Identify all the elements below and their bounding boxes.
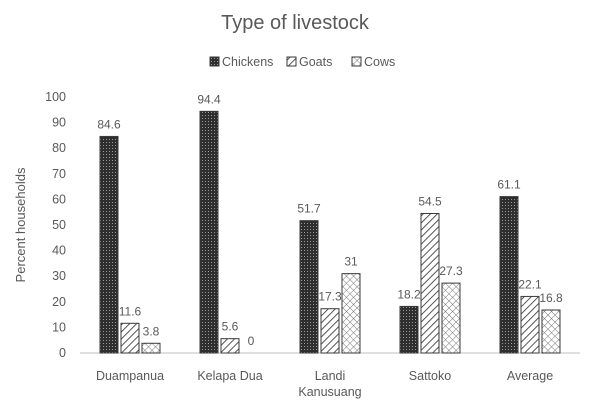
legend-label: Cows: [364, 55, 395, 69]
bar-goats: [420, 212, 440, 354]
bar-chickens: [399, 305, 419, 354]
legend-swatch: [286, 56, 297, 67]
data-label: 0: [248, 334, 255, 348]
data-label: 18.2: [397, 287, 421, 301]
data-labels: 84.6 11.63.8 94.4 5.6 0 51.7 17.3 31 18.2 54.5 27.…: [97, 92, 563, 348]
data-label: 84.6: [97, 117, 121, 131]
bar-chickens: [499, 196, 519, 354]
bar-cows: [341, 273, 361, 354]
y-tick-label: 0: [59, 346, 66, 360]
bars: [99, 110, 561, 354]
legend-label: Chickens: [222, 55, 273, 69]
bar-goats: [220, 338, 240, 354]
bar-cows: [441, 282, 461, 354]
bar-goats: [520, 295, 540, 354]
y-tick-label: 60: [52, 192, 66, 206]
bar-chickens: [99, 135, 119, 354]
legend-swatch: [209, 56, 220, 67]
y-tick-label: 10: [52, 320, 66, 334]
category-label: Duampanua: [96, 369, 164, 383]
data-label: 16.8: [539, 291, 563, 305]
legend-label: Goats: [299, 55, 332, 69]
y-axis-label: Percent households: [13, 167, 28, 282]
data-label: 54.5: [418, 194, 442, 208]
data-label: 22.1: [518, 277, 542, 291]
legend: Chickens Goats Cows: [209, 55, 395, 69]
y-tick-label: 90: [52, 116, 66, 130]
category-label: Kanusuang: [298, 385, 361, 399]
bar-goats: [120, 322, 140, 354]
data-label: 31: [344, 255, 358, 269]
bar-chickens: [199, 110, 219, 354]
y-tick-label: 100: [45, 90, 66, 104]
category-label: Average: [507, 369, 553, 383]
data-label: 3.8: [143, 324, 160, 338]
bar-cows: [541, 309, 561, 354]
bar-chickens: [299, 220, 319, 354]
data-label: 61.1: [497, 178, 521, 192]
legend-swatch: [351, 56, 362, 67]
y-tick-label: 40: [52, 244, 66, 258]
y-tick-label: 20: [52, 295, 66, 309]
category-label: Landi: [315, 369, 346, 383]
data-label: 51.7: [297, 202, 321, 216]
category-label: Sattoko: [409, 369, 451, 383]
data-label: 11.6: [119, 304, 142, 318]
bar-goats: [320, 308, 340, 354]
data-label: 17.3: [318, 290, 342, 304]
data-label: 94.4: [197, 92, 221, 106]
data-label: 5.6: [222, 320, 239, 334]
category-label: Kelapa Dua: [197, 369, 262, 383]
y-tick-label: 30: [52, 269, 66, 283]
chart-title: Type of livestock: [221, 12, 370, 34]
y-tick-label: 80: [52, 141, 66, 155]
y-tick-label: 70: [52, 167, 66, 181]
data-label: 27.3: [439, 264, 463, 278]
bar-cows: [141, 342, 161, 354]
category-labels: Duampanua Kelapa Dua Landi Kanusuang Sattoko…: [96, 369, 553, 399]
y-axis-ticks: 0 10 20 30 40 50 60 70 80 90 100: [45, 90, 66, 360]
y-tick-label: 50: [52, 218, 66, 232]
